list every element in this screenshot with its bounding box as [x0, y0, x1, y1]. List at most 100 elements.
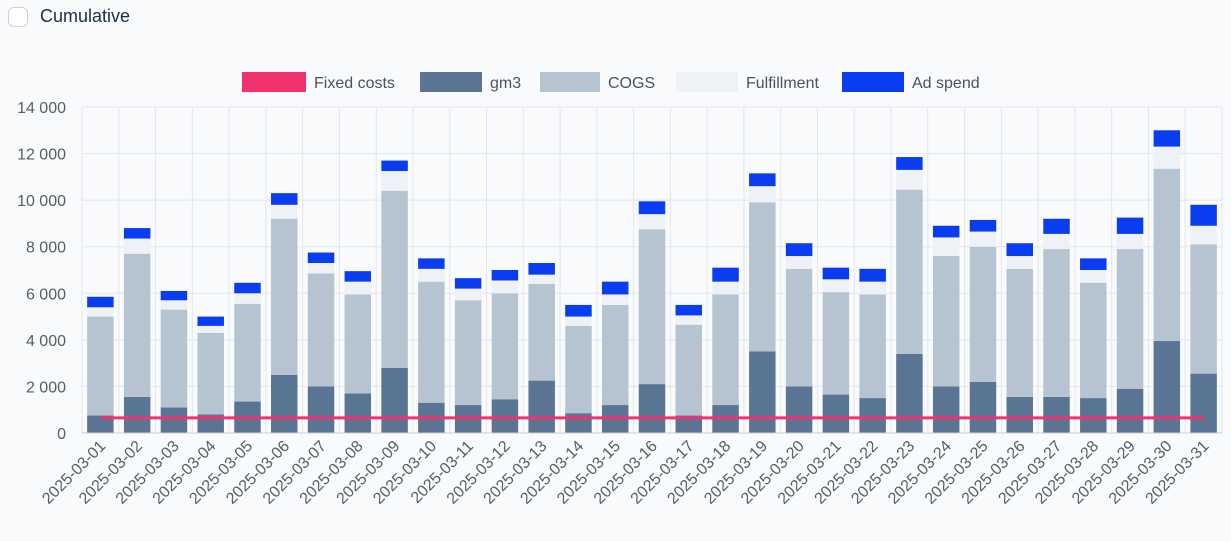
bar-ad-spend	[749, 173, 776, 187]
bar-cogs	[1080, 282, 1107, 399]
bar-ad-spend	[1116, 217, 1144, 234]
bar-ad-spend	[234, 282, 261, 294]
y-tick-label: 12 000	[17, 147, 66, 164]
bar-fulfillment	[638, 214, 666, 230]
legend-swatch	[242, 72, 306, 92]
y-tick-label: 0	[57, 426, 66, 443]
bar-gm3	[1116, 388, 1144, 433]
bar-fulfillment	[675, 315, 703, 325]
legend-label: Ad spend	[912, 75, 980, 92]
bar-gm3	[638, 384, 666, 433]
bar-gm3	[675, 415, 703, 433]
bar-ad-spend	[601, 281, 629, 295]
bar-gm3	[307, 386, 335, 433]
legend-label: Fixed costs	[314, 75, 395, 92]
bar-gm3	[565, 413, 592, 433]
bar-gm3	[1043, 396, 1070, 433]
y-tick-label: 4 000	[26, 333, 66, 350]
bar-ad-spend	[307, 252, 335, 264]
bar-ad-spend	[381, 160, 408, 172]
bar-ad-spend	[87, 296, 114, 308]
cumulative-checkbox[interactable]	[8, 6, 28, 27]
bar-gm3	[932, 386, 960, 433]
bar-ad-spend	[1043, 218, 1070, 234]
bar-ad-spend	[344, 271, 372, 282]
bar-ad-spend	[197, 316, 224, 326]
bar-cogs	[859, 294, 886, 399]
bar-gm3	[749, 351, 776, 433]
bar-ad-spend	[785, 243, 813, 257]
bar-fulfillment	[601, 294, 629, 305]
bar-ad-spend	[859, 268, 886, 282]
y-tick-label: 8 000	[26, 240, 66, 257]
bar-gm3	[87, 415, 114, 433]
bar-fulfillment	[271, 204, 298, 219]
bar-cogs	[1116, 249, 1144, 389]
bar-gm3	[969, 381, 997, 433]
bar-ad-spend	[822, 267, 850, 280]
bar-ad-spend	[675, 304, 703, 316]
bar-cogs	[234, 303, 261, 402]
bar-fulfillment	[859, 281, 886, 295]
y-tick-label: 6 000	[26, 286, 66, 303]
bar-fulfillment	[1080, 270, 1107, 283]
bar-fulfillment	[381, 171, 408, 191]
cumulative-toggle[interactable]: Cumulative	[8, 6, 130, 27]
bar-cogs	[528, 283, 555, 381]
bar-fulfillment	[418, 268, 445, 282]
bar-cogs	[1043, 249, 1070, 397]
bar-cogs	[454, 300, 482, 406]
bar-ad-spend	[969, 219, 997, 232]
bar-gm3	[160, 407, 188, 433]
bar-fulfillment	[160, 300, 188, 310]
bar-ad-spend	[565, 304, 592, 317]
y-tick-label: 14 000	[17, 100, 66, 117]
bar-fulfillment	[969, 231, 997, 247]
bar-gm3	[1190, 373, 1217, 433]
bar-ad-spend	[932, 225, 960, 238]
bar-gm3	[785, 386, 813, 433]
bar-gm3	[896, 353, 923, 433]
bar-cogs	[87, 316, 114, 416]
bar-fulfillment	[1153, 146, 1181, 169]
legend-label: COGS	[608, 75, 655, 92]
bar-cogs	[565, 325, 592, 414]
bar-ad-spend	[123, 228, 151, 239]
bar-cogs	[381, 190, 408, 368]
bar-ad-spend	[1006, 243, 1033, 257]
bar-cogs	[749, 202, 776, 352]
bar-ad-spend	[896, 157, 923, 170]
bar-gm3	[822, 394, 850, 433]
legend-swatch	[842, 72, 904, 92]
bar-fulfillment	[932, 237, 960, 257]
bar-fulfillment	[87, 307, 114, 317]
bar-fulfillment	[123, 238, 151, 254]
bar-ad-spend	[271, 193, 298, 205]
bar-cogs	[712, 294, 739, 406]
legend-swatch	[676, 72, 738, 92]
legend-swatch	[420, 72, 482, 92]
legend-label: gm3	[490, 75, 521, 92]
y-tick-label: 10 000	[17, 193, 66, 210]
bar-cogs	[160, 309, 188, 408]
bar-fulfillment	[785, 256, 813, 269]
bar-ad-spend	[1080, 258, 1107, 270]
bar-fulfillment	[822, 279, 850, 293]
bar-fulfillment	[1006, 256, 1033, 269]
bar-fulfillment	[344, 281, 372, 295]
bar-cogs	[822, 292, 850, 395]
bar-fulfillment	[454, 288, 482, 301]
bar-cogs	[969, 246, 997, 382]
bar-cogs	[307, 273, 335, 387]
bar-fulfillment	[1116, 233, 1144, 250]
bar-cogs	[638, 229, 666, 385]
bar-gm3	[381, 367, 408, 433]
bar-fulfillment	[1043, 233, 1070, 250]
bar-gm3	[1080, 398, 1107, 433]
bar-cogs	[123, 253, 151, 397]
bar-ad-spend	[638, 201, 666, 215]
bar-gm3	[1006, 396, 1033, 433]
cumulative-label: Cumulative	[40, 6, 131, 26]
bar-ad-spend	[491, 270, 519, 281]
